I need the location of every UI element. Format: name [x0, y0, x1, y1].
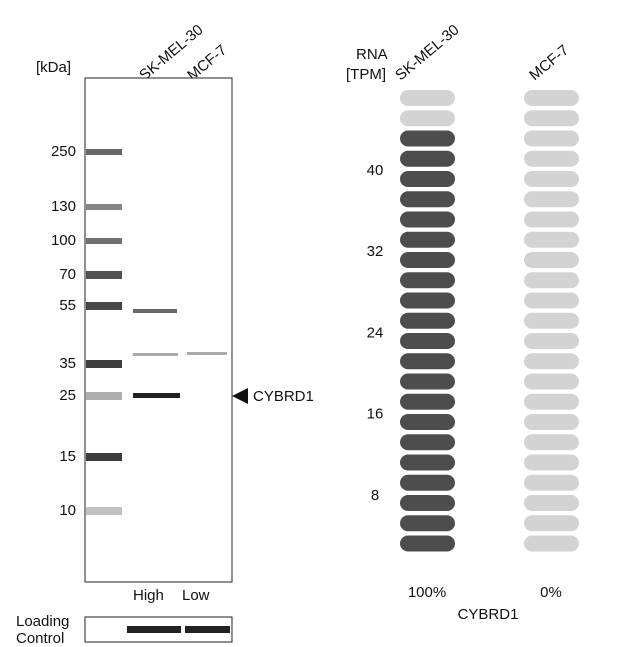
- rna-pill: [524, 150, 579, 167]
- rna-pill: [400, 515, 455, 532]
- rna-pill: [524, 110, 579, 127]
- rna-pill: [524, 191, 579, 208]
- rna-pill: [524, 373, 579, 390]
- marker-label: 55: [59, 297, 76, 314]
- loading-label: Control: [16, 630, 64, 647]
- rna-pill: [524, 535, 579, 552]
- rna-pill: [524, 353, 579, 370]
- rna-pill: [524, 434, 579, 451]
- rna-pill: [524, 333, 579, 349]
- tpm-tick-label: 40: [367, 162, 384, 179]
- tpm-tick-label: 24: [367, 324, 384, 341]
- rna-pill: [400, 373, 455, 390]
- rna-header: RNA: [356, 46, 388, 63]
- rna-pill: [400, 171, 455, 187]
- marker-label: 70: [59, 266, 76, 283]
- rna-pill: [400, 454, 455, 471]
- rna-pill: [400, 191, 455, 208]
- rna-pill: [400, 150, 455, 167]
- marker-label: 250: [51, 143, 76, 160]
- blot-frame: [84, 77, 233, 583]
- rna-pill: [524, 231, 579, 248]
- rna-pill: [524, 454, 579, 471]
- rna-pill: [400, 110, 455, 127]
- cell-line-label: MCF-7: [526, 42, 572, 84]
- loading-band: [185, 626, 230, 633]
- percent-label: 100%: [408, 584, 446, 601]
- target-arrow: [232, 388, 248, 404]
- rna-pill: [400, 495, 455, 511]
- rna-pill: [400, 312, 455, 329]
- marker-label: 10: [59, 502, 76, 519]
- rna-pill: [400, 211, 455, 228]
- rna-pill: [400, 130, 455, 147]
- marker-label: 15: [59, 448, 76, 465]
- rna-pill: [524, 171, 579, 187]
- tpm-tick-label: 8: [371, 487, 379, 504]
- rna-pill: [400, 292, 455, 309]
- rna-pill: [400, 434, 455, 451]
- rna-pill: [524, 312, 579, 329]
- rna-pill: [524, 495, 579, 511]
- rna-pill: [524, 211, 579, 228]
- rna-pill: [524, 393, 579, 410]
- rna-pill: [524, 414, 579, 430]
- marker-label: 35: [59, 355, 76, 372]
- lane-level: Low: [182, 587, 210, 604]
- gene-label: CYBRD1: [458, 606, 519, 623]
- rna-pill: [400, 393, 455, 410]
- rna-pill: [400, 90, 455, 106]
- sample-bands: [133, 309, 227, 398]
- cell-line-label: SK-MEL-30: [392, 21, 462, 84]
- rna-pill: [400, 414, 455, 430]
- tpm-tick-label: 16: [367, 406, 384, 423]
- percent-label: 0%: [540, 584, 562, 601]
- rna-pill: [400, 231, 455, 248]
- rna-pill: [400, 333, 455, 349]
- marker-label: 25: [59, 387, 76, 404]
- rna-pill: [400, 474, 455, 491]
- rna-pill: [524, 292, 579, 309]
- rna-pill: [524, 515, 579, 532]
- rna-pill: [400, 535, 455, 552]
- rna-pill: [524, 474, 579, 491]
- rna-pill: [524, 272, 579, 289]
- unit-label: [kDa]: [36, 59, 71, 76]
- loading-band: [127, 626, 181, 633]
- rna-pill: [524, 252, 579, 268]
- rna-pill: [400, 272, 455, 289]
- rna-pill: [524, 130, 579, 147]
- marker-label: 130: [51, 198, 76, 215]
- loading-label: Loading: [16, 613, 69, 630]
- target-label: CYBRD1: [253, 388, 314, 405]
- rna-pill: [400, 252, 455, 268]
- rna-header: [TPM]: [346, 66, 386, 83]
- marker-label: 100: [51, 232, 76, 249]
- ladder: [86, 149, 122, 515]
- tpm-tick-label: 32: [367, 243, 384, 260]
- lane-level: High: [133, 587, 164, 604]
- rna-pill: [524, 90, 579, 106]
- rna-pill: [400, 353, 455, 370]
